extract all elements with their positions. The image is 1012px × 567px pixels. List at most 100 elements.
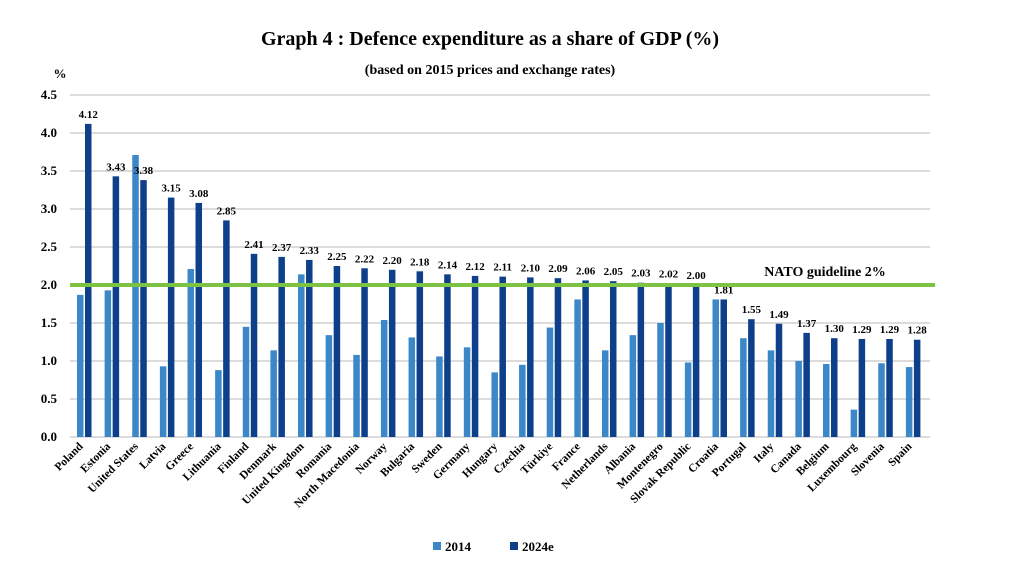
x-tick-label: Spain (886, 440, 915, 469)
bar-2014-germany (463, 347, 471, 437)
data-label: 2.09 (548, 263, 568, 275)
bar-2024e-canada (803, 332, 810, 437)
data-label: 3.15 (162, 183, 182, 195)
data-label: 3.08 (189, 188, 209, 200)
data-label: 2.22 (355, 253, 375, 265)
bar-2014-latvia (159, 366, 167, 437)
bar-2024e-north-macedonia (361, 268, 368, 437)
bar-2014-hungary (491, 372, 498, 437)
data-label: 3.38 (134, 165, 154, 177)
bar-2014-belgium (823, 364, 830, 437)
bar-2024e-united-states (140, 180, 147, 437)
data-label: 2.12 (465, 261, 485, 273)
data-label: 3.43 (106, 161, 126, 173)
bar-2014-romania (325, 335, 333, 437)
bar-2024e-luxembourg (858, 338, 866, 437)
bar-2014-albania (629, 335, 637, 437)
data-label: 2.41 (244, 239, 263, 251)
data-label: 1.49 (769, 309, 789, 321)
bar-2024e-france (582, 280, 589, 437)
bar-2024e-italy (775, 323, 783, 437)
legend-label-2014: 2014 (445, 539, 472, 554)
bar-2024e-slovak-republic (692, 285, 700, 437)
data-label: 2.00 (686, 270, 706, 282)
x-tick-label: Italy (752, 440, 777, 465)
bar-2014-united-states (132, 155, 139, 438)
bar-2014-spain (905, 367, 913, 437)
bar-2014-netherlands (601, 350, 609, 437)
bar-2024e-estonia (112, 176, 120, 437)
chart-title: Graph 4 : Defence expenditure as a share… (261, 28, 719, 50)
data-label: 1.29 (852, 324, 872, 336)
bar-2024e-finland (250, 253, 258, 437)
data-label: 2.14 (438, 259, 458, 271)
bar-2014-croatia (712, 299, 719, 437)
bar-2014-luxembourg (850, 409, 858, 437)
bar-2024e-sweden (444, 274, 451, 437)
y-tick-label: 1.0 (41, 353, 57, 368)
data-label: 1.55 (742, 304, 762, 316)
y-tick-label: 4.5 (41, 87, 58, 102)
bar-2014-türkiye (546, 327, 554, 437)
data-label: 2.25 (327, 251, 347, 263)
bar-2014-poland (77, 294, 84, 437)
bar-2024e-netherlands (609, 281, 617, 437)
data-label: 2.37 (272, 242, 292, 254)
bar-2014-italy (767, 350, 775, 437)
data-label: 1.81 (714, 284, 733, 296)
data-label: 2.06 (576, 265, 596, 277)
data-label: 2.20 (383, 255, 403, 267)
bar-2014-lithuania (215, 370, 222, 437)
y-tick-label: 1.5 (41, 315, 58, 330)
data-label: 2.18 (410, 256, 430, 268)
bar-2024e-portugal (748, 319, 755, 437)
legend-label-2024e: 2024e (522, 539, 554, 554)
y-tick-label: 3.0 (41, 201, 57, 216)
bar-2014-north-macedonia (353, 354, 360, 437)
data-label: 1.29 (880, 324, 900, 336)
bar-2024e-spain (913, 339, 921, 437)
nato-guideline-label: NATO guideline 2% (764, 265, 886, 280)
bar-2024e-belgium (831, 338, 838, 437)
bar-2024e-bulgaria (416, 271, 424, 437)
chart-subtitle: (based on 2015 prices and exchange rates… (365, 63, 616, 78)
bar-2024e-albania (637, 282, 645, 437)
bar-2014-greece (187, 269, 195, 437)
data-label: 2.10 (521, 262, 541, 274)
bar-2014-denmark (270, 350, 277, 437)
bar-2024e-united-kingdom (306, 259, 313, 437)
bar-2014-slovak-republic (684, 362, 692, 437)
bar-2014-france (574, 299, 581, 437)
bar-2024e-lithuania (223, 220, 230, 437)
bar-2014-czechia (519, 364, 526, 437)
y-tick-label: 3.5 (41, 163, 58, 178)
data-label: 1.28 (908, 325, 928, 337)
data-label: 2.85 (217, 205, 237, 217)
bar-2024e-greece (195, 202, 203, 437)
bar-2014-canada (795, 361, 802, 437)
bar-2014-estonia (104, 290, 112, 437)
bar-2024e-denmark (278, 256, 285, 437)
data-label: 1.37 (797, 318, 817, 330)
bar-2024e-türkiye (554, 278, 562, 437)
bar-2014-slovenia (878, 363, 885, 437)
y-tick-label: 2.0 (41, 277, 57, 292)
y-axis-label: % (54, 66, 67, 81)
legend-swatch-2014 (433, 542, 441, 550)
bar-2024e-norway (388, 269, 396, 437)
bar-2014-sweden (436, 356, 443, 437)
x-tick-label: Latvia (137, 440, 168, 471)
data-label: 2.03 (631, 268, 651, 280)
bar-2014-portugal (740, 338, 747, 437)
bar-2024e-germany (471, 275, 479, 437)
bar-2014-finland (242, 326, 250, 437)
data-label: 2.02 (659, 268, 679, 280)
bar-2024e-montenegro (665, 283, 672, 437)
bar-2014-bulgaria (408, 337, 416, 437)
bar-2024e-hungary (499, 276, 506, 437)
y-tick-label: 0.0 (41, 429, 57, 444)
data-label: 1.30 (825, 323, 845, 335)
data-label: 2.05 (604, 266, 624, 278)
y-tick-label: 4.0 (41, 125, 57, 140)
